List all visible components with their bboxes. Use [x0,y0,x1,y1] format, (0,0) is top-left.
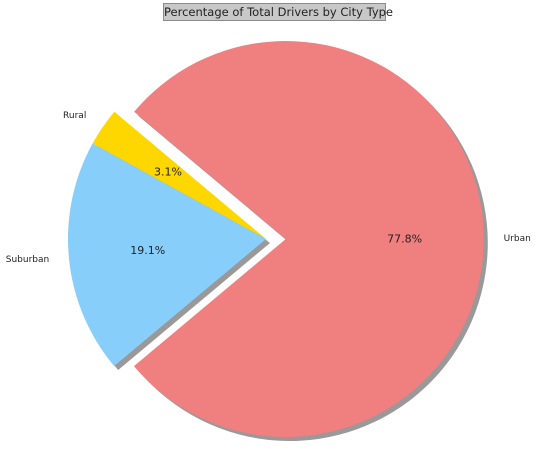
slice-pct-label-suburban: 19.1% [130,244,165,257]
slice-label-rural: Rural [63,111,86,121]
slice-label-urban: Urban [504,234,531,244]
pie-slice-layer [68,41,484,438]
slice-pct-label-urban: 77.8% [387,233,422,246]
slice-label-suburban: Suburban [6,255,49,265]
chart-title: Percentage of Total Drivers by City Type [163,3,394,21]
pie-label-layer: Rural 3.1% Suburban 19.1% Urban 77.8% [6,111,531,265]
pie-slice-urban [133,41,484,438]
pie-slice-rural [92,111,266,239]
slice-pct-label-rural: 3.1% [154,165,182,178]
pie-slice-suburban [68,143,267,367]
